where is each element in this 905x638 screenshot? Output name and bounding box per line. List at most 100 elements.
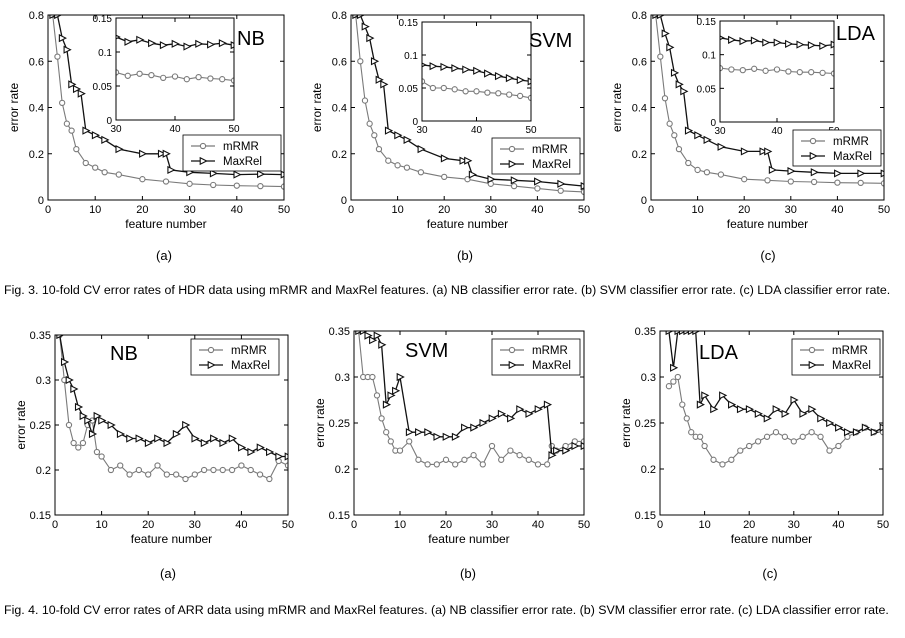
- data-point-maxrel: [759, 147, 768, 156]
- legend-marker: [199, 142, 207, 150]
- data-point-maxrel: [88, 429, 98, 439]
- legend-box: [182, 134, 282, 172]
- data-point-mrmr: [238, 462, 245, 469]
- panel-2: 0 10 20 30 40 50 0 0.2 0.4 0.6 0.8: [632, 10, 890, 216]
- data-point-mrmr: [92, 164, 99, 171]
- x-tick-label: 30: [485, 204, 497, 216]
- inset-data-point-maxrel: [762, 38, 771, 47]
- inset-background: [116, 18, 234, 120]
- chart-title: LDA: [699, 342, 739, 364]
- data-point-mrmr: [233, 182, 240, 189]
- data-point-maxrel: [857, 169, 866, 178]
- data-point-mrmr: [544, 461, 551, 468]
- y-tick-label: 0.6: [29, 56, 44, 68]
- data-point-mrmr: [710, 456, 717, 463]
- chart-title: NB: [110, 343, 138, 365]
- inset-y-tick-label: 0: [710, 118, 716, 129]
- data-point-mrmr: [763, 433, 771, 440]
- data-point-mrmr: [371, 132, 378, 139]
- legend: mRMR MaxRel: [491, 338, 581, 376]
- data-point-mrmr: [683, 415, 690, 422]
- data-point-maxrel: [191, 434, 200, 443]
- inset-data-point-maxrel: [484, 69, 493, 78]
- series-group: [56, 335, 288, 483]
- data-point-mrmr: [82, 159, 89, 167]
- data-point-maxrel: [525, 409, 534, 418]
- x-axis-label: feature number: [125, 217, 206, 231]
- data-point-maxrel: [670, 363, 679, 372]
- data-point-maxrel: [674, 331, 683, 336]
- y-tick-label: 0.8: [332, 10, 347, 22]
- data-point-maxrel: [77, 89, 86, 98]
- y-tick-label: 0.35: [635, 326, 656, 338]
- data-point-maxrel: [54, 15, 63, 20]
- inset-data-point-maxrel: [830, 40, 834, 49]
- inset-data-point-mrmr: [183, 76, 190, 83]
- legend-box: [190, 338, 280, 376]
- y-tick-label: 0.3: [335, 372, 350, 384]
- data-point-maxrel: [56, 335, 65, 340]
- data-point-mrmr: [257, 182, 264, 190]
- data-point-maxrel: [172, 429, 181, 439]
- inset-x-tick-label: 40: [771, 126, 783, 137]
- legend-label: mRMR: [833, 136, 869, 148]
- data-point-maxrel: [101, 135, 110, 144]
- fig4-sublabel-a: (a): [160, 566, 176, 581]
- data-point-mrmr: [741, 176, 748, 183]
- data-point-maxrel: [68, 80, 77, 89]
- panel-5: 0 10 20 30 40 50 0.15 0.2 0.25 0.3 0.35: [635, 326, 890, 531]
- inset-data-point-mrmr: [796, 69, 803, 76]
- inset-y-tick-label: 0.1: [702, 51, 716, 62]
- data-point-maxrel: [461, 423, 470, 432]
- legend-marker: [808, 360, 817, 370]
- chart-title: SVM: [529, 30, 572, 52]
- data-point-mrmr: [256, 471, 264, 478]
- data-point-maxrel: [366, 34, 375, 43]
- inset-panel-0: 30 40 50 0 0.05 0.1 0.15: [93, 14, 240, 135]
- data-point-mrmr: [210, 466, 217, 474]
- data-point-maxrel: [656, 15, 666, 20]
- data-point-maxrel: [692, 331, 701, 336]
- data-point-maxrel: [675, 80, 684, 89]
- data-point-maxrel: [284, 452, 288, 461]
- inset-data-point-mrmr: [124, 72, 131, 79]
- data-point-maxrel: [557, 179, 566, 188]
- inset-x-tick-label: 40: [471, 125, 483, 136]
- data-point-mrmr: [139, 176, 146, 183]
- data-point-maxrel: [665, 331, 674, 336]
- inset-y-tick-label: 0: [106, 116, 112, 127]
- inset-data-point-maxrel: [451, 64, 460, 73]
- panel-0: 0 10 20 30 40 50 0 0.2 0.4 0.6 0.8: [29, 10, 290, 216]
- data-point-maxrel: [740, 147, 750, 156]
- data-point-maxrel: [126, 434, 135, 443]
- data-point-mrmr: [68, 127, 75, 134]
- data-point-maxrel: [870, 428, 879, 437]
- inset-data-point-maxrel: [148, 39, 157, 48]
- inset-panel-1: 30 40 50 0 0.05 0.1 0.15: [399, 18, 537, 136]
- data-point-mrmr: [115, 171, 122, 178]
- data-point-maxrel: [403, 135, 412, 144]
- data-point-maxrel: [359, 331, 369, 336]
- data-point-mrmr: [266, 475, 273, 483]
- fig4-sublabel-b: (b): [460, 566, 476, 581]
- data-point-mrmr: [674, 373, 681, 381]
- data-point-maxrel: [652, 15, 661, 20]
- data-point-maxrel: [424, 428, 433, 437]
- data-point-maxrel: [764, 147, 773, 156]
- x-tick-label: 40: [532, 519, 544, 531]
- legend-marker: [207, 346, 215, 354]
- legend-marker: [199, 156, 208, 166]
- data-point-maxrel: [394, 131, 403, 140]
- chart-fig3c: 0 10 20 30 40 50 0 0.2 0.4 0.6 0.8 feature number er…: [603, 5, 893, 235]
- data-point-maxrel: [470, 423, 479, 432]
- x-tick-label: 40: [832, 519, 844, 531]
- inset-data-point-mrmr: [751, 65, 758, 72]
- data-point-maxrel: [209, 169, 219, 178]
- data-point-maxrel: [736, 405, 746, 414]
- data-point-mrmr: [79, 439, 87, 447]
- data-point-mrmr: [126, 471, 133, 478]
- data-point-mrmr: [417, 169, 425, 176]
- data-point-maxrel: [817, 414, 826, 423]
- data-point-maxrel: [808, 405, 817, 414]
- data-point-mrmr: [685, 159, 692, 167]
